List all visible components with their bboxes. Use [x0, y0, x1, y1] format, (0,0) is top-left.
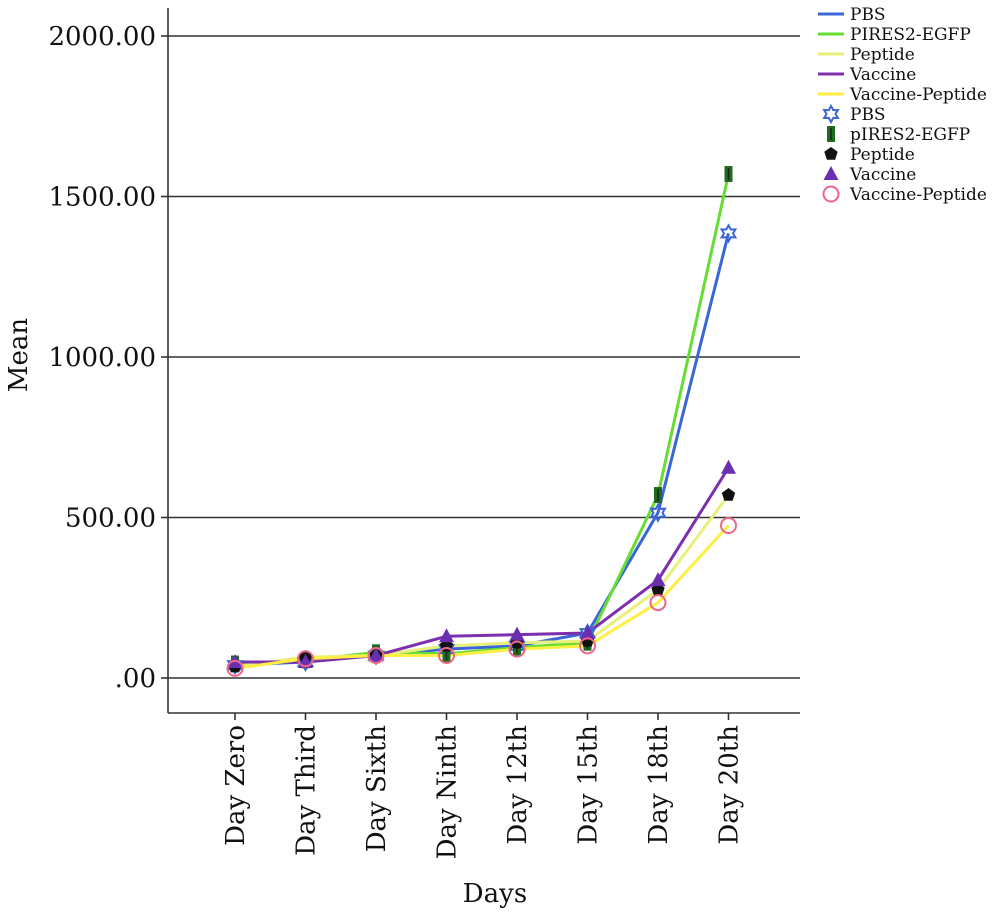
legend-entry-label: PBS [850, 105, 886, 125]
gridlines [161, 35, 800, 679]
y-tick-labels: .00 500.00 1000.00 1500.00 2000.00 [48, 22, 156, 694]
circle-marker [508, 640, 526, 658]
data-point [650, 572, 666, 587]
legend: PBSPIRES2-EGFPPeptideVaccineVaccine-Pept… [818, 5, 987, 205]
triangle-marker [823, 166, 839, 180]
data-point [822, 103, 840, 125]
data-point [439, 628, 454, 643]
x-tick-label: Day 20th [715, 725, 745, 845]
star-marker [719, 223, 738, 244]
data-point [823, 166, 839, 180]
data-point [438, 647, 455, 665]
star-marker [226, 655, 244, 676]
legend-entry-label: Vaccine [849, 65, 916, 85]
legend-entry-label: pIRES2-EGFP [850, 125, 970, 145]
triangle-marker [580, 625, 595, 640]
legend-entry-label: Vaccine [849, 165, 916, 185]
data-point [654, 487, 662, 504]
legend-entry-label: Vaccine-Peptide [849, 85, 987, 105]
y-axis-title: Mean [4, 318, 34, 393]
y-tick-label: .00 [115, 664, 156, 694]
x-tick-label: Day Sixth [362, 725, 392, 853]
triangle-marker [650, 572, 666, 587]
y-tick-label: 500.00 [65, 504, 156, 534]
data-point [579, 637, 596, 655]
circle-marker [720, 517, 737, 535]
data-point [367, 647, 385, 665]
data-point [226, 655, 244, 676]
x-tick-label: Day 12th [503, 725, 533, 845]
x-tick-label: Day 15th [574, 725, 604, 845]
series-markers [226, 166, 738, 677]
legend-entry-label: PBS [850, 5, 886, 25]
circle-marker [822, 185, 840, 203]
triangle-marker [439, 628, 454, 643]
legend-entry-label: Peptide [850, 145, 915, 165]
circle-marker [367, 647, 385, 665]
y-tick-label: 1500.00 [48, 183, 156, 213]
triangle-marker [368, 647, 384, 662]
x-tick-label: Day Third [292, 725, 322, 856]
pentagon-marker [721, 488, 736, 501]
legend-entry-label: Vaccine-Peptide [849, 185, 987, 205]
data-point [721, 488, 736, 501]
triangle-marker [509, 626, 525, 641]
data-point [649, 594, 667, 612]
data-point [580, 625, 595, 640]
pentagon-marker [824, 147, 838, 160]
x-tick-labels: Day Zero Day Third Day Sixth Day Ninth Day 1… [221, 713, 745, 859]
axes [167, 8, 800, 714]
data-point [827, 126, 835, 142]
series-line [234, 233, 730, 667]
data-point [720, 517, 737, 535]
y-tick-label: 2000.00 [48, 22, 156, 52]
x-tick-label: Day Zero [221, 725, 251, 846]
data-point [649, 502, 667, 523]
data-point [824, 147, 838, 160]
series-lines [234, 173, 730, 670]
data-point [719, 223, 738, 244]
data-point [509, 626, 525, 641]
data-point [724, 166, 733, 183]
legend-entry-label: PIRES2-EGFP [850, 25, 971, 45]
data-point [508, 640, 526, 658]
data-point [822, 185, 840, 203]
x-tick-label: Day 18th [644, 725, 674, 845]
legend-entry-label: Peptide [850, 45, 915, 65]
star-marker [649, 502, 667, 523]
circle-marker [438, 647, 455, 665]
circle-marker [297, 650, 314, 668]
data-point [226, 659, 244, 677]
x-axis-title: Days [463, 879, 527, 909]
series-line [234, 524, 730, 670]
y-tick-label: 1000.00 [48, 343, 156, 373]
data-point [368, 647, 384, 662]
series-line [235, 466, 730, 664]
circle-marker [226, 659, 244, 677]
circle-marker [649, 594, 667, 612]
star-marker [822, 103, 840, 125]
x-tick-label: Day Ninth [433, 725, 463, 860]
triangle-marker [721, 459, 736, 474]
circle-marker [579, 637, 596, 655]
data-point [721, 459, 736, 474]
data-point [297, 650, 314, 668]
